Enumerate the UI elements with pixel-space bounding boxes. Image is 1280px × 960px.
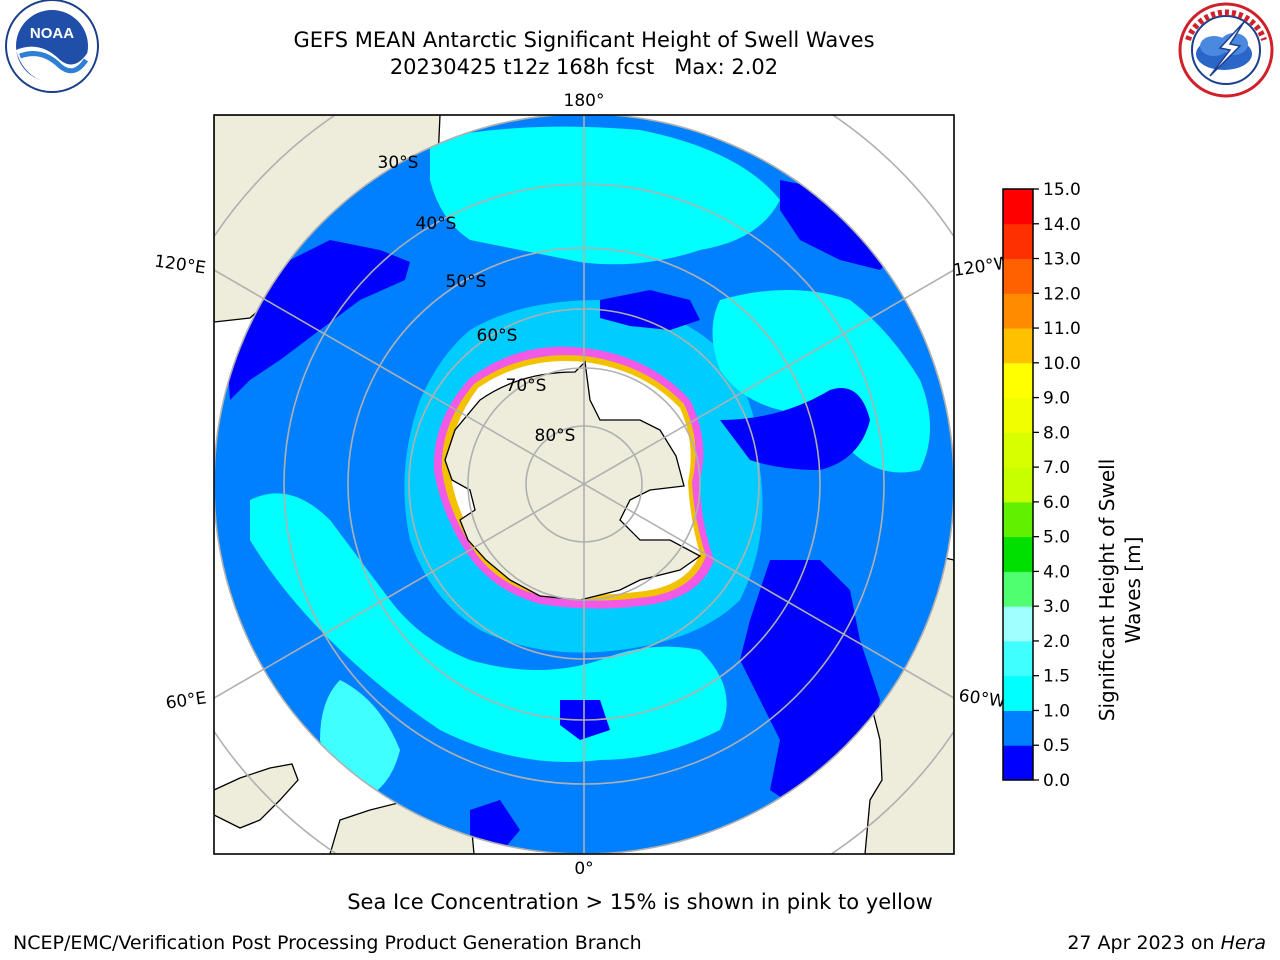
colorbar-bin <box>1003 432 1033 468</box>
colorbar-tick-label: 6.0 <box>1043 493 1070 513</box>
colorbar-tick-label: 5.0 <box>1043 528 1070 548</box>
lon-label-120e: 120°E <box>153 251 207 278</box>
colorbar-bin <box>1003 397 1033 433</box>
colorbar-bin <box>1003 710 1033 746</box>
colorbar-tick-label: 0.5 <box>1043 736 1070 756</box>
colorbar-bin <box>1003 536 1033 572</box>
colorbar-bin <box>1003 293 1033 329</box>
colorbar-tick-label: 11.0 <box>1043 319 1081 339</box>
colorbar-tick-label: 13.0 <box>1043 250 1081 270</box>
colorbar-tick-label: 8.0 <box>1043 423 1070 443</box>
lon-label-180: 180° <box>564 91 605 111</box>
lat-label-40s: 40°S <box>416 214 457 234</box>
credit-system: Hera <box>1220 932 1266 954</box>
credit-date: 27 Apr 2023 on Hera <box>1067 932 1266 954</box>
antarctica-landmass <box>444 360 702 601</box>
colorbar-bin <box>1003 640 1033 677</box>
noaa-logo: NOAA <box>5 0 99 93</box>
lat-label-80s: 80°S <box>535 426 576 446</box>
low-swell-ross <box>600 290 700 330</box>
colorbar-tick-label: 2.0 <box>1043 632 1070 652</box>
colorbar: 0.0 0.5 1.0 1.5 2.0 3.0 4.0 5.0 6.0 7.0 8.0 9.0 10.0… <box>1002 180 1145 791</box>
colorbar-bin <box>1003 258 1033 294</box>
lat-label-30s: 30°S <box>378 153 419 173</box>
colorbar-tick-label: 1.5 <box>1043 667 1070 687</box>
colorbar-outline <box>1002 188 1034 781</box>
colorbar-tick-label: 10.0 <box>1043 354 1081 374</box>
chart-title: GEFS MEAN Antarctic Significant Height o… <box>293 28 875 52</box>
madagascar-landmass <box>214 763 299 829</box>
colorbar-bin <box>1003 501 1033 538</box>
sea-ice-footnote: Sea Ice Concentration > 15% is shown in … <box>347 890 933 914</box>
lon-label-0: 0° <box>574 859 593 879</box>
colorbar-tick-label: 15.0 <box>1043 180 1081 200</box>
colorbar-label-line-2: Waves [m] <box>1121 537 1145 644</box>
colorbar-tick-label: 9.0 <box>1043 389 1070 409</box>
credit-branch: NCEP/EMC/Verification Post Processing Pr… <box>13 932 642 954</box>
lat-label-50s: 50°S <box>446 272 487 292</box>
lat-label-70s: 70°S <box>506 376 547 396</box>
chart-subtitle: 20230425 t12z 168h fcst Max: 2.02 <box>389 55 779 79</box>
colorbar-bin <box>1003 223 1033 260</box>
colorbar-bin <box>1003 467 1033 503</box>
colorbar-label-line-1: Significant Height of Swell <box>1095 459 1119 721</box>
map-frame <box>213 114 955 855</box>
meridian-120w-60e <box>214 269 954 699</box>
colorbar-bin <box>1003 571 1033 607</box>
lon-label-60e: 60°E <box>165 688 208 713</box>
credit-date-text: 27 Apr 2023 on <box>1067 932 1221 954</box>
swell-band-west <box>250 493 727 762</box>
colorbar-bin <box>1003 189 1033 225</box>
colorbar-tick-label: 7.0 <box>1043 458 1070 478</box>
swell-band-pacific-north <box>430 126 780 265</box>
colorbar-tick-label: 3.0 <box>1043 597 1070 617</box>
colorbar-bin <box>1003 745 1033 781</box>
colorbar-bins <box>1003 189 1033 781</box>
graticule <box>214 115 954 854</box>
low-swell-south-atlantic <box>720 388 870 470</box>
colorbar-bin <box>1003 675 1033 711</box>
colorbar-bin <box>1003 328 1033 364</box>
colorbar-tick-label: 1.0 <box>1043 701 1070 721</box>
colorbar-tick-label: 14.0 <box>1043 215 1081 235</box>
noaa-logo-text: NOAA <box>30 25 74 42</box>
colorbar-bin <box>1003 606 1033 642</box>
nws-logo <box>1178 2 1274 98</box>
colorbar-bin <box>1003 362 1033 399</box>
lat-label-60s: 60°S <box>477 326 518 346</box>
colorbar-tick-label: 0.0 <box>1043 771 1070 791</box>
colorbar-tick-label: 4.0 <box>1043 562 1070 582</box>
colorbar-ticks: 0.0 0.5 1.0 1.5 2.0 3.0 4.0 5.0 6.0 7.0 8.0 9.0 10.0… <box>1033 180 1081 791</box>
colorbar-tick-label: 12.0 <box>1043 284 1081 304</box>
